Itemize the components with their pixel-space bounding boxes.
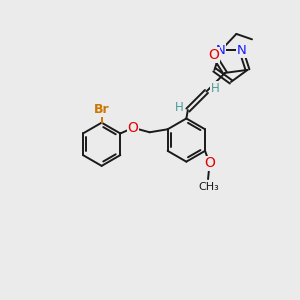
Text: CH₃: CH₃ <box>198 182 219 193</box>
Text: O: O <box>128 121 139 135</box>
Text: H: H <box>175 100 184 114</box>
Text: N: N <box>216 44 226 57</box>
Text: H: H <box>211 82 220 95</box>
Text: N: N <box>236 44 246 57</box>
Text: Br: Br <box>94 103 110 116</box>
Text: O: O <box>208 48 219 62</box>
Text: O: O <box>204 157 215 170</box>
